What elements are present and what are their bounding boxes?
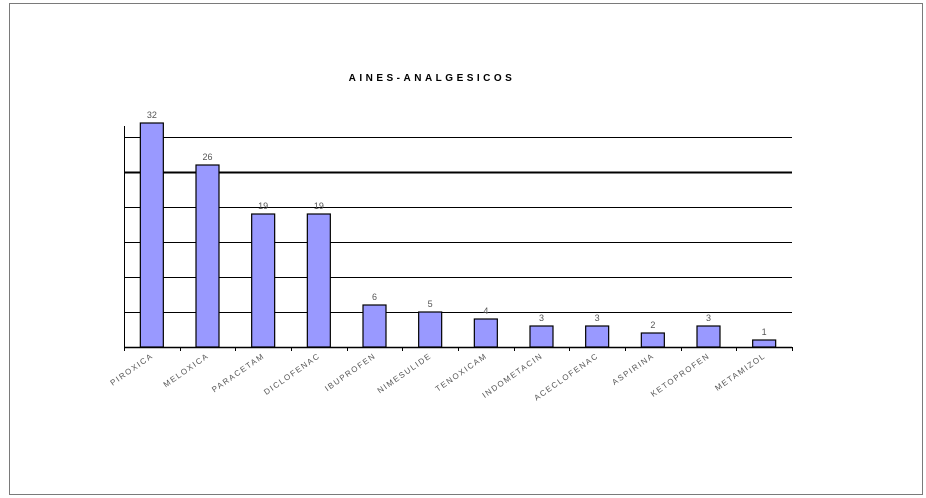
bar-8 xyxy=(529,325,554,348)
x-tick-label-2: MELOXICA xyxy=(162,351,211,389)
data-label-1: 32 xyxy=(147,110,157,120)
data-label-4: 19 xyxy=(314,201,324,211)
bars xyxy=(139,122,777,348)
x-tick-label-6: NIMESULIDE xyxy=(376,351,434,395)
x-tick-label-12: METAMIZOL xyxy=(713,351,767,393)
gridlines xyxy=(124,137,792,313)
bar-5 xyxy=(362,304,387,348)
data-label-6: 5 xyxy=(428,299,433,309)
data-label-11: 3 xyxy=(706,313,711,323)
data-label-12: 1 xyxy=(762,327,767,337)
data-label-8: 3 xyxy=(539,313,544,323)
bar-4 xyxy=(306,213,331,348)
x-tick-label-5: IBUPROFEN xyxy=(323,351,377,393)
data-label-2: 26 xyxy=(202,152,212,162)
bar-10 xyxy=(640,332,665,348)
x-tick-label-4: DICLOFENAC xyxy=(262,351,322,397)
bar-1 xyxy=(139,122,164,348)
data-label-9: 3 xyxy=(595,313,600,323)
x-tick-label-10: ASPIRINA xyxy=(610,351,656,387)
axes xyxy=(124,126,793,351)
x-tick-label-1: PIROXICA xyxy=(109,351,155,387)
data-label-10: 2 xyxy=(650,320,655,330)
data-label-3: 19 xyxy=(258,201,268,211)
x-tick-label-3: PARACETAM xyxy=(210,351,266,394)
bar-2 xyxy=(195,164,220,348)
bar-11 xyxy=(696,325,721,348)
bar-6 xyxy=(418,311,443,348)
bar-7 xyxy=(473,318,498,348)
data-label-5: 6 xyxy=(372,292,377,302)
bar-9 xyxy=(585,325,610,348)
chart-title: AINES-ANALGESICOS xyxy=(349,73,516,84)
data-label-7: 4 xyxy=(483,306,488,316)
bar-12 xyxy=(752,339,777,348)
x-tick-label-7: TENOXICAM xyxy=(434,351,489,393)
x-tick-label-11: KETOPROFEN xyxy=(649,351,711,399)
bar-3 xyxy=(251,213,276,348)
